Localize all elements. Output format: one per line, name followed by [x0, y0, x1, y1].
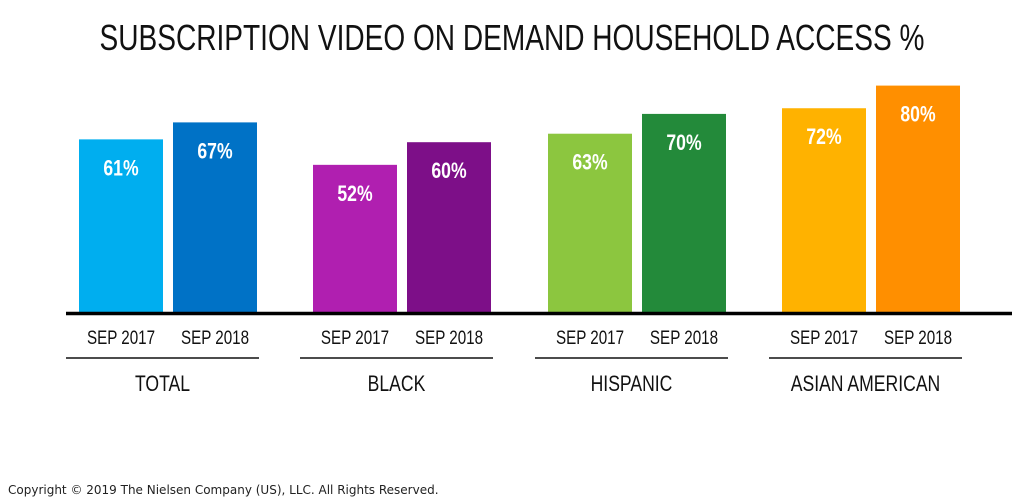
copyright-text: Copyright © 2019 The Nielsen Company (US…	[8, 483, 439, 497]
bar	[79, 139, 163, 312]
data-label: 61%	[103, 157, 138, 181]
group-label: TOTAL	[135, 372, 190, 396]
data-label: 63%	[572, 151, 607, 175]
x-tick-label: SEP 2018	[650, 326, 718, 348]
group-label: HISPANIC	[591, 372, 673, 396]
chart-title: SUBSCRIPTION VIDEO ON DEMAND HOUSEHOLD A…	[100, 18, 925, 58]
data-label: 70%	[666, 131, 701, 155]
data-label: 60%	[431, 159, 466, 183]
group-label: ASIAN AMERICAN	[791, 372, 941, 396]
x-tick-label: SEP 2018	[884, 326, 952, 348]
group-label: BLACK	[368, 372, 426, 396]
bar	[407, 142, 491, 312]
data-label: 67%	[197, 140, 232, 164]
data-label: 52%	[337, 182, 372, 206]
x-tick-label: SEP 2017	[87, 326, 155, 348]
bar	[876, 85, 960, 312]
bar-chart: SUBSCRIPTION VIDEO ON DEMAND HOUSEHOLD A…	[66, 18, 1012, 397]
bar	[642, 113, 726, 313]
bar	[548, 133, 632, 312]
x-tick-label: SEP 2018	[181, 326, 249, 348]
bar	[782, 108, 866, 313]
bar	[173, 122, 257, 312]
data-label: 80%	[900, 103, 935, 127]
bar	[313, 164, 397, 312]
data-label: 72%	[806, 125, 841, 149]
x-tick-label: SEP 2017	[790, 326, 858, 348]
x-tick-label: SEP 2017	[556, 326, 624, 348]
x-tick-label: SEP 2017	[321, 326, 389, 348]
x-tick-label: SEP 2018	[415, 326, 483, 348]
